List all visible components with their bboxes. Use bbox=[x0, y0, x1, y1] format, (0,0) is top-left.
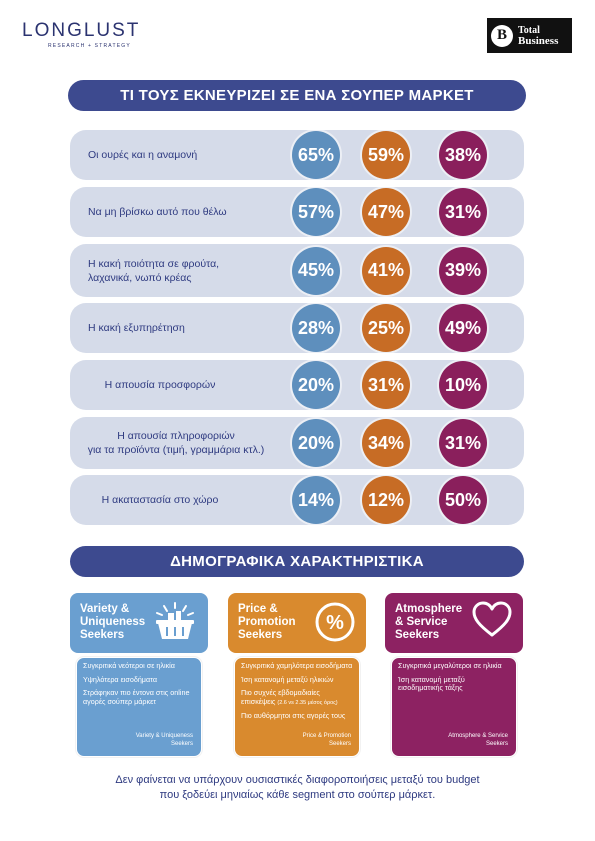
bullet-list: Συγκριτικά νεότεροι σε ηλικία Υψηλότερα … bbox=[77, 658, 201, 715]
segment-card-variety: Variety & Uniqueness Seekers Συγκριτικά … bbox=[70, 593, 208, 759]
bubble-atmosphere: 50% bbox=[439, 476, 487, 524]
total-business-word1: Total bbox=[518, 24, 540, 36]
row-label: Οι ουρές και η αναμονή bbox=[88, 149, 198, 161]
total-business-badge: B bbox=[491, 24, 513, 47]
bullet: Συγκριτικά μεγαλύτεροι σε ηλικία bbox=[398, 661, 502, 670]
card-title: Price & Promotion Seekers bbox=[238, 603, 296, 641]
footnote-line2: που ξοδεύει μηνιαίως κάθε segment στο σο… bbox=[159, 789, 436, 801]
row-label: Η κακή ποιότητα σε φρούτα, λαχανικά, νωπ… bbox=[88, 244, 288, 297]
percent-icon: % bbox=[315, 602, 355, 642]
total-business-logo: B Total Business bbox=[487, 18, 572, 53]
row-label: Η ακαταστασία στο χώρο bbox=[101, 494, 219, 506]
bubble-variety: 14% bbox=[292, 476, 340, 524]
footnote: Δεν φαίνεται να υπάρχουν ουσιαστικές δια… bbox=[60, 773, 535, 803]
heart-icon bbox=[472, 601, 512, 637]
card-footer: Variety & Uniqueness Seekers bbox=[135, 733, 193, 747]
bullet-list: Συγκριτικά μεγαλύτεροι σε ηλικία Ίση κατ… bbox=[392, 658, 516, 702]
bullet: Πιο συχνές εβδομαδιαίες επισκέψεις (2.6 … bbox=[241, 688, 338, 706]
bullet-list: Συγκριτικά χαμηλότερα εισοδήματα Ίση κατ… bbox=[235, 658, 359, 730]
row-label-line2: για τα προϊόντα (τιμή, γραμμάρια κτλ.) bbox=[87, 444, 265, 456]
svg-text:%: % bbox=[326, 612, 344, 634]
bubble-atmosphere: 31% bbox=[439, 419, 487, 467]
longlust-tagline: RESEARCH + STRATEGY bbox=[48, 43, 131, 49]
bubble-price: 31% bbox=[362, 361, 410, 409]
card-body: Συγκριτικά νεότεροι σε ηλικία Υψηλότερα … bbox=[76, 657, 202, 757]
bubble-variety: 45% bbox=[292, 246, 340, 295]
longlust-logo: LONGLUST RESEARCH + STRATEGY bbox=[22, 20, 140, 49]
total-business-word2: Business bbox=[518, 34, 559, 47]
bubble-price: 41% bbox=[362, 246, 410, 295]
card-footer: Atmosphere & Service Seekers bbox=[448, 733, 508, 747]
bullet: Στράφηκαν πιο έντονα στις online αγορές … bbox=[83, 688, 190, 706]
card-body: Συγκριτικά χαμηλότερα εισοδήματα Ίση κατ… bbox=[234, 657, 360, 757]
longlust-wordmark: LONGLUST bbox=[22, 20, 141, 41]
bubble-variety: 65% bbox=[292, 131, 340, 179]
footnote-line1: Δεν φαίνεται να υπάρχουν ουσιαστικές δια… bbox=[115, 774, 480, 786]
bullet: Πιο αυθόρμητοι στις αγορές τους bbox=[241, 711, 346, 720]
bubble-atmosphere: 49% bbox=[439, 304, 487, 352]
bubble-price: 34% bbox=[362, 419, 410, 467]
row-label: Η απουσία προσφορών bbox=[104, 379, 216, 391]
row-label-line2: λαχανικά, νωπό κρέας bbox=[88, 271, 192, 284]
card-title: Variety & Uniqueness Seekers bbox=[80, 603, 146, 641]
row-label-line1: Η κακή ποιότητα σε φρούτα, bbox=[88, 257, 220, 270]
bubble-price: 12% bbox=[362, 476, 410, 524]
card-footer: Price & Promotion Seekers bbox=[302, 733, 351, 747]
bubble-price: 59% bbox=[362, 131, 410, 179]
segment-card-atmosphere: Atmosphere & Service Seekers Συγκριτικά … bbox=[385, 593, 523, 759]
bubble-variety: 57% bbox=[292, 188, 340, 236]
bubble-atmosphere: 38% bbox=[439, 131, 487, 179]
card-body: Συγκριτικά μεγαλύτεροι σε ηλικία Ίση κατ… bbox=[391, 657, 517, 757]
segment-card-price: Price & Promotion Seekers % Συγκριτικά χ… bbox=[228, 593, 366, 759]
bullet: Ίση κατανομή μεταξύ εισοδηματικής τάξης bbox=[398, 674, 465, 692]
bubble-price: 47% bbox=[362, 188, 410, 236]
bubble-price: 25% bbox=[362, 304, 410, 352]
bubble-variety: 20% bbox=[292, 361, 340, 409]
bubble-atmosphere: 10% bbox=[439, 361, 487, 409]
bubble-atmosphere: 31% bbox=[439, 188, 487, 236]
bubble-atmosphere: 39% bbox=[439, 246, 487, 295]
bubble-variety: 28% bbox=[292, 304, 340, 352]
row-label: Η κακή εξυπηρέτηση bbox=[88, 322, 185, 334]
row-label-line1: Η απουσία πληροφοριών bbox=[117, 430, 235, 442]
bullet: Ίση κατανομή μεταξύ ηλικιών bbox=[241, 674, 334, 684]
row-label: Η απουσία πληροφοριών για τα προϊόντα (τ… bbox=[76, 417, 276, 469]
bullet: Συγκριτικά χαμηλότερα εισοδήματα bbox=[241, 661, 353, 670]
row-label: Να μη βρίσκω αυτό που θέλω bbox=[88, 206, 227, 218]
basket-icon bbox=[156, 602, 194, 639]
card-header: Atmosphere & Service Seekers bbox=[385, 593, 523, 653]
bullet: Συγκριτικά νεότεροι σε ηλικία bbox=[83, 661, 175, 670]
section-title-demographics: ΔΗΜΟΓΡΑΦΙΚΑ ΧΑΡΑΚΤΗΡΙΣΤΙΚΑ bbox=[70, 546, 524, 577]
bullet: Υψηλότερα εισοδήματα bbox=[83, 674, 158, 684]
bubble-variety: 20% bbox=[292, 419, 340, 467]
card-title: Atmosphere & Service Seekers bbox=[395, 603, 463, 641]
card-header: Variety & Uniqueness Seekers bbox=[70, 593, 208, 653]
card-header: Price & Promotion Seekers % bbox=[228, 593, 366, 653]
section-title-annoyances: ΤΙ ΤΟΥΣ ΕΚΝΕΥΡΙΖΕΙ ΣΕ ΕΝΑ ΣΟΥΠΕΡ ΜΑΡΚΕΤ bbox=[68, 80, 526, 111]
